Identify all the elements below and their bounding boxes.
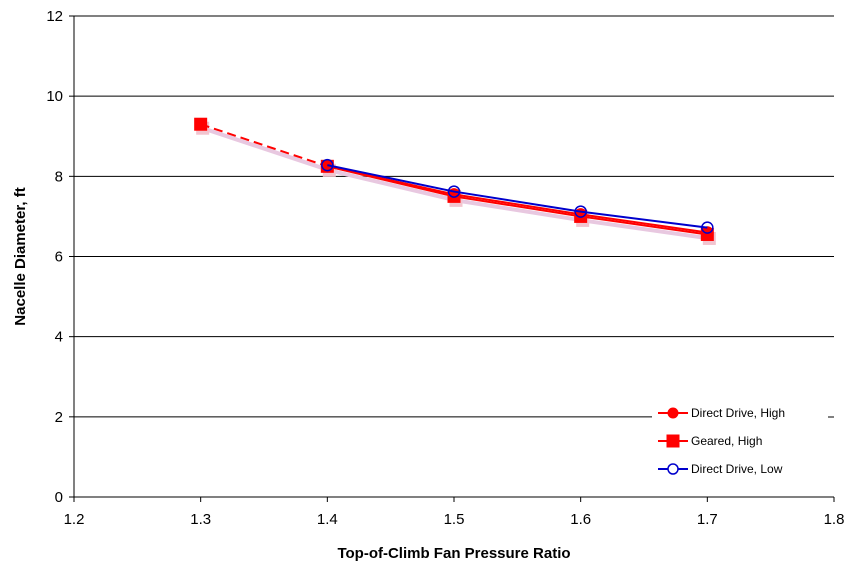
legend-item: Direct Drive, High [658, 406, 785, 420]
data-point [574, 205, 587, 218]
series-shadow [196, 121, 716, 245]
y-ticks: 0 2 4 6 8 10 12 [46, 8, 74, 506]
x-axis-title: Top-of-Climb Fan Pressure Ratio [337, 545, 570, 562]
y-tick-label: 12 [46, 8, 63, 25]
legend-item: Direct Drive, Low [658, 462, 783, 476]
x-tick-label: 1.6 [570, 511, 591, 528]
x-tick-label: 1.5 [444, 511, 465, 528]
series-layer [194, 117, 716, 245]
legend-label: Direct Drive, Low [691, 462, 783, 476]
data-point [321, 158, 334, 172]
y-tick-label: 4 [55, 329, 63, 346]
legend-swatch-marker [667, 463, 679, 475]
series-line-dashed [200, 123, 328, 168]
legend-box [652, 400, 834, 492]
series-line [327, 164, 708, 229]
series-2 [321, 158, 714, 234]
legend-swatch-marker [667, 407, 679, 419]
x-ticks: 1.2 1.3 1.4 1.5 1.6 1.7 1.8 [64, 497, 845, 528]
data-point [194, 117, 208, 131]
series-line [327, 165, 708, 236]
y-tick-label: 10 [46, 88, 63, 105]
x-tick-label: 1.2 [64, 511, 85, 528]
y-tick-label: 2 [55, 409, 63, 426]
gridlines [74, 15, 834, 418]
y-tick-label: 0 [55, 489, 63, 506]
x-tick-label: 1.7 [697, 511, 718, 528]
y-tick-label: 8 [55, 168, 63, 185]
y-tick-label: 6 [55, 249, 63, 266]
legend-item: Geared, High [658, 434, 762, 448]
legend-swatch-marker [666, 434, 680, 448]
y-axis-title: Nacelle Diameter, ft [12, 187, 29, 325]
x-tick-label: 1.3 [190, 511, 211, 528]
x-tick-label: 1.8 [824, 511, 845, 528]
legend-label: Geared, High [691, 434, 762, 448]
data-point [447, 185, 461, 198]
legend: Direct Drive, High Geared, High Direct Dri… [652, 400, 834, 492]
data-point [701, 221, 714, 234]
x-tick-label: 1.4 [317, 511, 338, 528]
legend-label: Direct Drive, High [691, 406, 785, 420]
